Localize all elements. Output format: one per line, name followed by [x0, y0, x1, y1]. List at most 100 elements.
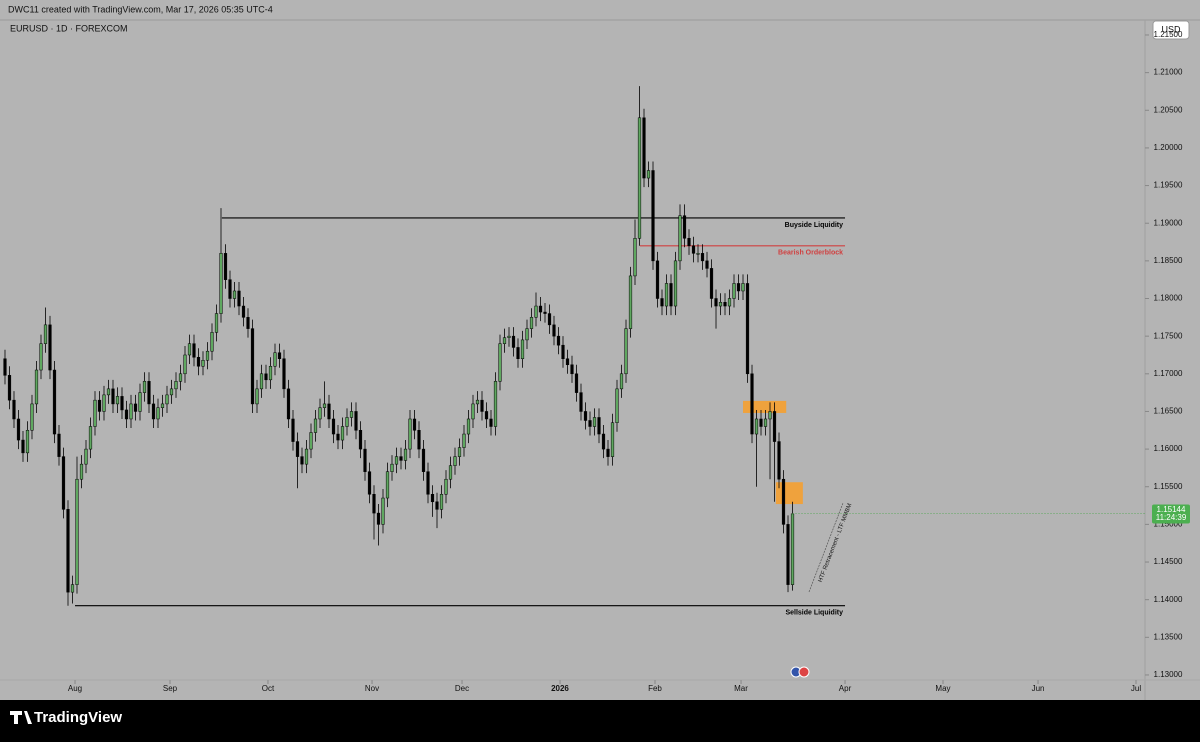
y-tick-label: 1.20500: [1154, 105, 1183, 114]
candle-body: [691, 245, 696, 254]
candle-body: [106, 388, 111, 396]
brand-logo: [10, 711, 32, 724]
zone: [743, 400, 787, 413]
candle-body: [480, 399, 484, 412]
candle-body: [286, 388, 291, 420]
level-label: Buyside Liquidity: [785, 222, 843, 229]
footer: [0, 700, 1200, 737]
candle-body: [345, 417, 349, 427]
y-tick-label: 1.21500: [1154, 30, 1183, 39]
candle-body: [408, 418, 412, 450]
candle-body: [561, 344, 565, 359]
candle-body: [390, 463, 394, 472]
candle-body: [664, 283, 669, 307]
x-tick-label: Jul: [1131, 684, 1141, 693]
currency-label[interactable]: USD: [1161, 24, 1181, 34]
candle-body: [696, 253, 700, 255]
y-tick-label: 1.16500: [1154, 407, 1183, 416]
background: [0, 0, 1200, 700]
candle-body: [61, 456, 66, 510]
candle-body: [772, 411, 777, 442]
candle-body: [430, 494, 435, 503]
candle-body: [52, 369, 57, 435]
candle-body: [214, 313, 219, 333]
candle-body: [363, 448, 367, 472]
brand-name: TradingView: [34, 709, 122, 726]
x-tick-label: Jun: [1032, 684, 1045, 693]
candle-body: [592, 417, 597, 427]
candle-body: [574, 373, 579, 393]
candle-body: [732, 283, 736, 299]
candle-body: [3, 358, 7, 376]
candle-body: [759, 418, 763, 427]
candle-body: [367, 471, 372, 495]
candle-body: [750, 373, 754, 435]
candle-body: [741, 283, 745, 292]
candle-body: [349, 411, 354, 418]
candle-body: [448, 465, 453, 480]
candle-body: [115, 396, 120, 405]
y-tick-label: 1.20000: [1154, 143, 1183, 152]
candle-body: [205, 350, 210, 361]
candle-body: [237, 290, 241, 307]
candle-body: [673, 260, 678, 307]
y-tick-label: 1.21000: [1154, 68, 1183, 77]
candle-body: [178, 373, 183, 382]
candle-body: [84, 448, 88, 465]
candle-body: [745, 283, 750, 375]
y-tick-label: 1.19500: [1154, 181, 1183, 190]
candle-body: [714, 298, 718, 307]
candle-body: [381, 497, 385, 525]
y-tick-label: 1.16000: [1154, 444, 1183, 453]
candle-body: [489, 418, 493, 427]
candle-body: [466, 418, 471, 435]
header-bar: [0, 0, 1200, 18]
candle-body: [511, 335, 516, 348]
candle-body: [66, 509, 70, 593]
candle-body: [619, 373, 624, 390]
y-tick-label: 1.14500: [1154, 557, 1183, 566]
y-tick-label: 1.18000: [1154, 294, 1183, 303]
candle-body: [642, 117, 646, 179]
candle-body: [525, 328, 529, 341]
candle-body: [291, 418, 295, 442]
event-icon[interactable]: [798, 666, 810, 678]
candle-body: [48, 324, 52, 371]
candle-body: [210, 332, 214, 352]
candle-body: [610, 422, 615, 457]
candle-body: [403, 448, 408, 461]
countdown-label: 11:24:39: [1156, 513, 1187, 522]
candle-body: [471, 403, 475, 420]
candle-body: [124, 409, 129, 420]
candle-body: [646, 170, 651, 179]
candle-body: [718, 302, 723, 307]
candle-body: [421, 448, 426, 472]
candle-body: [264, 373, 268, 381]
candle-body: [655, 260, 660, 299]
x-tick-label: Sep: [163, 684, 178, 693]
candle-body: [318, 407, 322, 420]
candle-body: [736, 283, 741, 292]
x-tick-label: Oct: [262, 684, 275, 693]
y-tick-label: 1.18500: [1154, 256, 1183, 265]
candle-body: [579, 392, 583, 412]
candle-body: [507, 335, 511, 338]
candle-body: [763, 418, 768, 427]
candle-body: [268, 366, 273, 381]
y-tick-label: 1.13000: [1154, 670, 1183, 679]
currency-button[interactable]: [1152, 20, 1190, 40]
candle-body: [376, 512, 381, 525]
candle-body: [75, 478, 79, 585]
candle-body: [651, 170, 655, 262]
candle-body: [709, 268, 714, 299]
candle-body: [30, 403, 34, 431]
candle-body: [79, 463, 84, 480]
candle-body: [768, 411, 772, 420]
candle-body: [786, 524, 790, 585]
candle-body: [277, 352, 282, 359]
x-tick-label: Mar: [734, 684, 748, 693]
candle-body: [538, 305, 543, 313]
candle-body: [601, 433, 606, 450]
x-tick-label: Feb: [648, 684, 662, 693]
candle-body: [300, 456, 304, 465]
